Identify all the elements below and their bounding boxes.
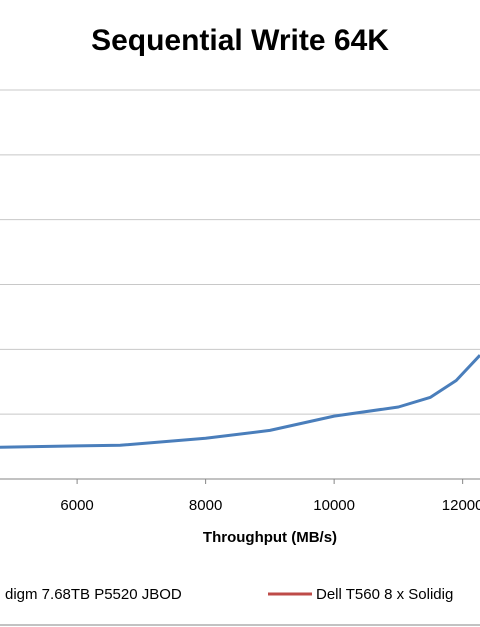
x-tick-label: 6000 <box>60 497 93 514</box>
legend-label: Dell T560 8 x Solidig <box>316 586 453 603</box>
x-tick-label: 10000 <box>313 497 355 514</box>
legend-label: digm 7.68TB P5520 JBOD <box>5 586 182 603</box>
series-line <box>0 354 480 449</box>
chart-title: Sequential Write 64K <box>91 24 389 57</box>
x-tick-label: 12000 <box>442 497 480 514</box>
x-tick-label: 8000 <box>189 497 222 514</box>
x-axis-title: Throughput (MB/s) <box>203 529 337 546</box>
